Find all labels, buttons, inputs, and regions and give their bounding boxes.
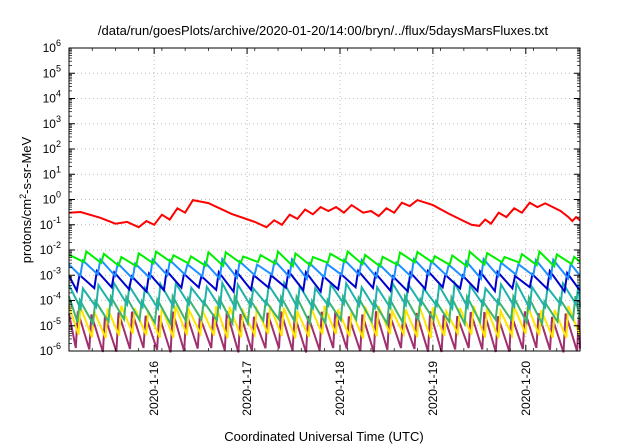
x-tick-label: 2020-1-18 — [333, 361, 347, 416]
series-line — [68, 279, 581, 312]
series-layer — [68, 198, 581, 353]
x-tick-label: 2020-1-17 — [240, 361, 254, 416]
y-tick-label: 100 — [43, 190, 61, 207]
y-tick-label: 10-4 — [40, 291, 61, 308]
y-tick-label: 104 — [43, 89, 61, 106]
x-axis-label: Coordinated Universal Time (UTC) — [224, 429, 423, 444]
y-tick-label: 103 — [43, 114, 61, 131]
series-line — [68, 249, 581, 269]
y-tick-label: 101 — [43, 164, 61, 181]
y-axis-label: protons/cm2-s-sr-MeV — [18, 136, 34, 263]
grid-lines — [69, 48, 580, 351]
plot-frame — [68, 47, 581, 352]
x-tick-label: 2020-1-19 — [426, 361, 440, 416]
x-tick-label: 2020-1-16 — [147, 361, 161, 416]
y-tick-label: 106 — [43, 38, 61, 55]
y-tick-label: 10-2 — [40, 240, 61, 257]
x-axis-ticks: 2020-1-16 2020-1-17 2020-1-18 2020-1-19 2020… — [68, 48, 581, 416]
y-tick-label: 10-1 — [40, 215, 61, 232]
series-line — [68, 198, 581, 229]
y-tick-label: 102 — [43, 139, 61, 156]
y-tick-label: 10-5 — [40, 316, 61, 333]
x-tick-label: 2020-1-20 — [519, 361, 533, 416]
y-tick-label: 10-3 — [40, 265, 61, 282]
chart-title: /data/run/goesPlots/archive/2020-01-20/1… — [98, 23, 549, 38]
y-tick-label: 10-6 — [40, 341, 61, 358]
y-tick-label: 105 — [43, 63, 61, 80]
